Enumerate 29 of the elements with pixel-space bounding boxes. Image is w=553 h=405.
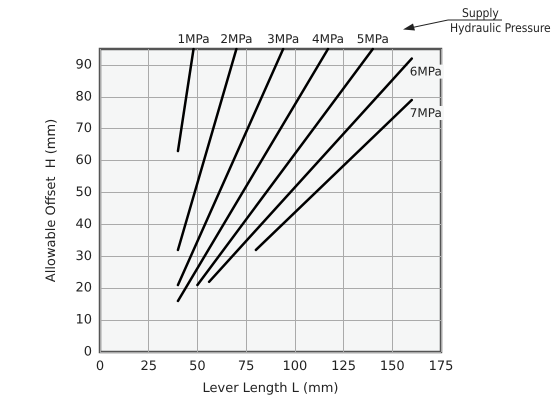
text: Supply xyxy=(462,6,499,20)
x-tick-label: 25 xyxy=(140,359,157,374)
series-label: 3MPa xyxy=(267,32,300,46)
y-axis-title: Allowable Offset H (mm) xyxy=(44,118,59,282)
y-tick-label: 50 xyxy=(75,185,92,200)
y-tick-label: 90 xyxy=(75,57,92,72)
series-label: 6MPa xyxy=(410,64,442,79)
x-tick-label: 100 xyxy=(282,359,308,374)
y-tick-label: 30 xyxy=(75,248,92,264)
x-tick-label: 75 xyxy=(238,359,254,374)
y-tick-label: 0 xyxy=(84,344,92,360)
series-label: 4MPa xyxy=(312,32,344,46)
y-tick-label: 10 xyxy=(75,312,92,328)
y-tick-label: 20 xyxy=(75,280,92,296)
series-label: 7MPa xyxy=(410,106,442,120)
series-label: 2MPa xyxy=(220,32,252,46)
x-tick-label: 150 xyxy=(380,359,405,374)
x-tick-label: 175 xyxy=(428,359,454,374)
y-tick-label: 60 xyxy=(75,153,92,168)
x-axis-title: Lever Length L (mm) xyxy=(202,381,338,396)
series-label: 1MPa xyxy=(178,32,210,46)
x-tick-label: 50 xyxy=(189,359,206,374)
y-tick-label: 70 xyxy=(75,121,92,136)
text: Hydraulic Pressure xyxy=(450,21,551,35)
y-tick-label: 80 xyxy=(75,89,92,104)
y-tick-label: 40 xyxy=(75,216,92,232)
series-label: 5MPa xyxy=(356,32,389,46)
x-tick-label: 125 xyxy=(331,359,356,374)
x-tick-label: 0 xyxy=(96,359,104,374)
